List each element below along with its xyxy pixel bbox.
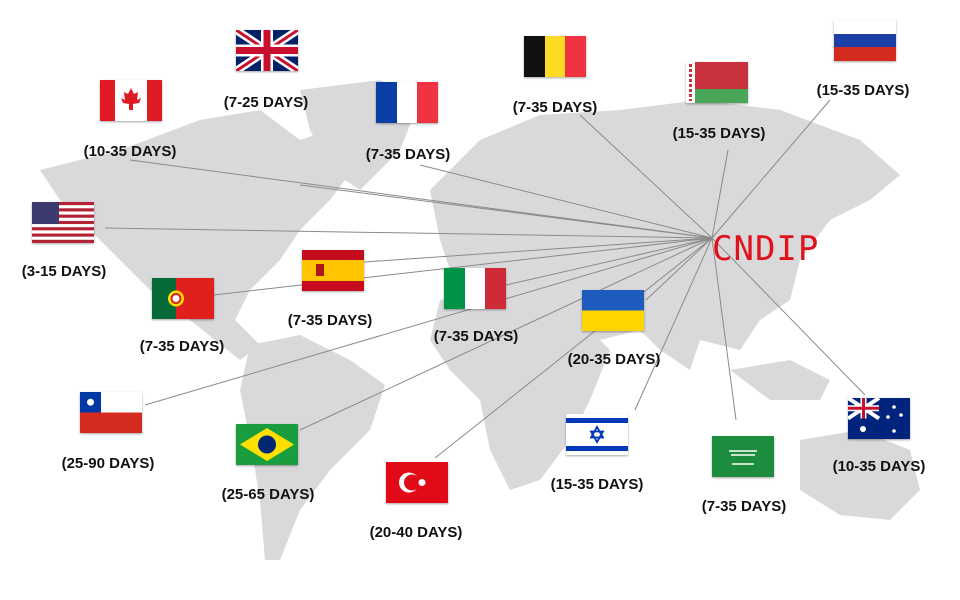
eurasia [430, 100, 900, 370]
delivery-time-belarus: (15-35 DAYS) [672, 125, 766, 142]
delivery-time-spain: (7-35 DAYS) [287, 312, 373, 329]
australia-continent [800, 430, 920, 520]
route-line-france [419, 164, 713, 239]
delivery-time-australia: (10-35 DAYS) [832, 458, 926, 475]
southeast-asia [730, 360, 830, 400]
flag-israel-icon [566, 414, 628, 455]
delivery-time-portugal: (7-35 DAYS) [139, 338, 225, 355]
delivery-time-italy: (7-35 DAYS) [433, 328, 519, 345]
delivery-time-belgium: (7-35 DAYS) [512, 99, 598, 116]
delivery-time-saudi-arabia: (7-35 DAYS) [701, 498, 787, 515]
flag-belgium-icon [524, 36, 586, 77]
delivery-time-ukraine: (20-35 DAYS) [567, 351, 661, 368]
flag-brazil-icon [236, 424, 298, 465]
north-america [40, 110, 360, 360]
route-line-australia [711, 237, 866, 396]
route-line-saudi-arabia [711, 237, 737, 421]
flag-russia-icon [834, 20, 896, 61]
route-line-italy [505, 237, 713, 286]
flag-ukraine-icon [582, 290, 644, 331]
flag-australia-icon [848, 398, 910, 439]
route-line-portugal [213, 237, 713, 296]
delivery-time-russia: (15-35 DAYS) [816, 82, 910, 99]
route-line-russia [711, 99, 831, 239]
route-line-united-states [104, 227, 713, 239]
route-line-israel [634, 237, 713, 411]
hub-label: CNDIP [712, 229, 820, 269]
flag-portugal-icon [152, 278, 214, 319]
delivery-time-france: (7-35 DAYS) [365, 146, 451, 163]
flag-france-icon [376, 82, 438, 123]
route-line-belgium [579, 114, 713, 239]
flag-canada-icon [100, 80, 162, 121]
flag-united-kingdom-icon [236, 30, 298, 71]
route-line-belarus [711, 149, 729, 239]
route-line-ukraine [645, 237, 713, 301]
route-line-spain [363, 237, 713, 263]
route-lines [104, 99, 866, 459]
route-line-brazil [299, 237, 713, 431]
route-line-chile [144, 237, 713, 406]
flag-chile-icon [80, 392, 142, 433]
flag-saudi-arabia-icon [712, 436, 774, 477]
flag-spain-icon [302, 250, 364, 291]
delivery-time-turkey: (20-40 DAYS) [369, 524, 463, 541]
flag-united-states-icon [32, 202, 94, 243]
flag-belarus-icon [686, 62, 748, 103]
delivery-time-brazil: (25-65 DAYS) [221, 486, 315, 503]
delivery-time-chile: (25-90 DAYS) [61, 455, 155, 472]
delivery-time-united-states: (3-15 DAYS) [21, 263, 107, 280]
south-america [240, 335, 385, 560]
flag-turkey-icon [386, 462, 448, 503]
flag-italy-icon [444, 268, 506, 309]
route-line-turkey [434, 237, 713, 459]
delivery-time-canada: (10-35 DAYS) [83, 143, 177, 160]
delivery-time-united-kingdom: (7-25 DAYS) [223, 94, 309, 111]
route-line-canada [129, 159, 713, 239]
delivery-time-israel: (15-35 DAYS) [550, 476, 644, 493]
